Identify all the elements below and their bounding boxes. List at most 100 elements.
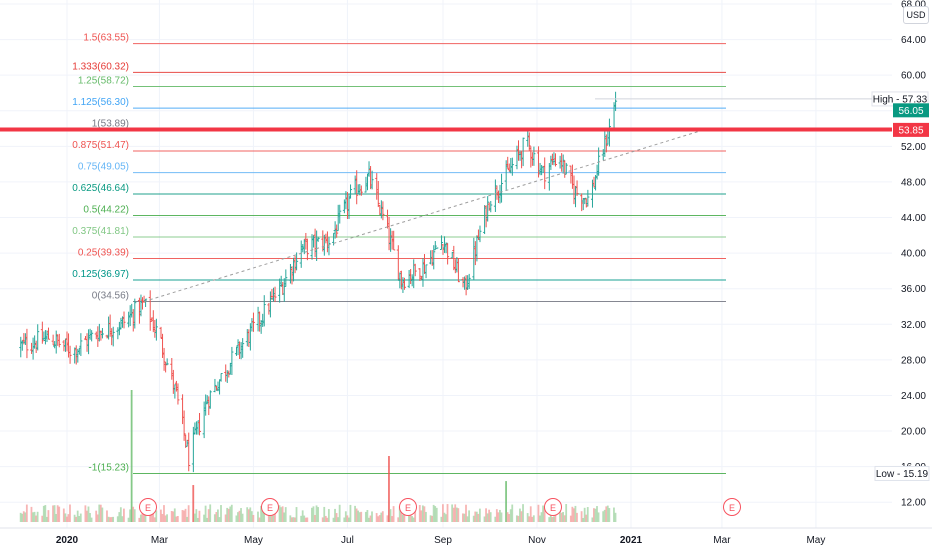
- volume-bar: [585, 514, 588, 522]
- volume-bar: [107, 516, 110, 522]
- volume-bar: [335, 513, 338, 522]
- volume-bar: [281, 506, 284, 522]
- volume-bar: [540, 512, 543, 522]
- volume-bar: [358, 512, 361, 522]
- volume-bar: [133, 509, 136, 522]
- volume-bar: [559, 508, 561, 522]
- volume-bar: [381, 511, 384, 522]
- volume-bar: [455, 507, 458, 522]
- volume-bar: [240, 508, 242, 522]
- y-tick-label: 24.00: [901, 391, 926, 402]
- volume-bar: [537, 504, 540, 522]
- volume-bar: [311, 507, 313, 522]
- volume-bar: [207, 509, 210, 522]
- volume-bar: [519, 508, 521, 522]
- low-label: Low - 15.19: [876, 469, 929, 480]
- volume-bar: [420, 510, 423, 522]
- volume-bar: [614, 512, 617, 522]
- volume-bar: [101, 507, 104, 522]
- y-tick-label: 52.00: [901, 142, 926, 153]
- volume-bar: [152, 513, 155, 522]
- volume-bar: [230, 504, 233, 522]
- volume-bar: [348, 517, 350, 522]
- volume-bar: [327, 509, 330, 522]
- volume-bar: [338, 504, 341, 522]
- volume-bar: [565, 504, 568, 522]
- volume-bar: [539, 515, 541, 522]
- volume-bar: [237, 512, 239, 522]
- volume-bar: [522, 504, 524, 522]
- volume-bar: [69, 504, 71, 522]
- volume-bar: [25, 504, 28, 522]
- volume-bar: [508, 514, 511, 522]
- time-axis[interactable]: 2020 Mar May Jul Sep Nov 2021 Mar May: [56, 535, 825, 546]
- volume-bar: [62, 508, 65, 522]
- volume-bar: [360, 511, 363, 522]
- earnings-marker-label: E: [550, 503, 556, 513]
- volume-bar: [303, 515, 306, 522]
- volume-bar: [260, 505, 262, 522]
- volume-bar: [306, 517, 309, 522]
- volume-bar: [398, 506, 401, 522]
- volume-bar: [155, 510, 158, 522]
- currency-label[interactable]: USD: [903, 6, 929, 24]
- volume-bar: [511, 504, 514, 522]
- volume-bar: [41, 515, 44, 522]
- volume-bar: [261, 505, 264, 522]
- volume-bar: [368, 517, 370, 522]
- volume-bar: [55, 513, 58, 522]
- volume-bar: [474, 511, 477, 522]
- x-tick-label: Mar: [151, 535, 169, 546]
- volume-bar: [485, 508, 487, 522]
- fib-label: 0.875(51.47): [72, 140, 129, 151]
- volume-bar: [301, 510, 304, 522]
- volume-bar: [468, 510, 470, 522]
- x-tick-label: 2021: [620, 535, 643, 546]
- volume-bar: [267, 514, 270, 522]
- x-tick-label: 2020: [56, 535, 79, 546]
- y-tick-label: 36.00: [901, 284, 926, 295]
- fib-label: 1.25(58.72): [78, 76, 129, 87]
- volume-bar: [317, 507, 319, 522]
- volume-bar: [462, 513, 464, 522]
- volume-bar: [300, 515, 303, 522]
- overlays[interactable]: [0, 127, 892, 302]
- volume-bar: [369, 515, 372, 522]
- volume-bar: [181, 510, 184, 522]
- volume-bar: [364, 511, 367, 522]
- time-axis-bg[interactable]: [0, 528, 932, 550]
- volume-bar: [173, 508, 176, 522]
- trendline: [143, 128, 709, 302]
- volume-bar: [418, 505, 421, 522]
- earnings-marker-label: E: [729, 503, 735, 513]
- volume-bar: [217, 509, 219, 522]
- volume-bar: [250, 511, 253, 522]
- volume-bar: [312, 506, 315, 522]
- volume-bar: [172, 511, 175, 522]
- volume-bar: [517, 515, 520, 522]
- volume-bar: [164, 515, 167, 522]
- volume-bar: [73, 514, 76, 522]
- price-axis-bg[interactable]: [892, 0, 932, 528]
- volume-bar: [366, 510, 369, 522]
- volume-bar: [489, 512, 492, 522]
- y-tick-label: 32.00: [901, 320, 926, 331]
- y-tick-label: 40.00: [901, 249, 926, 260]
- volume-bar: [378, 515, 381, 522]
- volume-bar: [445, 514, 447, 522]
- volume-bar: [571, 506, 574, 522]
- volume-bar: [478, 508, 481, 522]
- volume-bar: [586, 507, 589, 522]
- volume-bar: [597, 512, 600, 522]
- volume-bar: [96, 514, 99, 522]
- volume-bar: [346, 515, 349, 522]
- x-tick-label: Sep: [434, 535, 452, 546]
- volume-bar: [520, 511, 523, 522]
- volume-bar: [386, 515, 389, 522]
- volume-bar: [90, 517, 93, 522]
- volume-bar: [543, 507, 546, 522]
- price-axis[interactable]: 68.0064.0060.0056.0052.0048.0044.0040.00…: [901, 0, 926, 509]
- volume-bar: [583, 507, 586, 522]
